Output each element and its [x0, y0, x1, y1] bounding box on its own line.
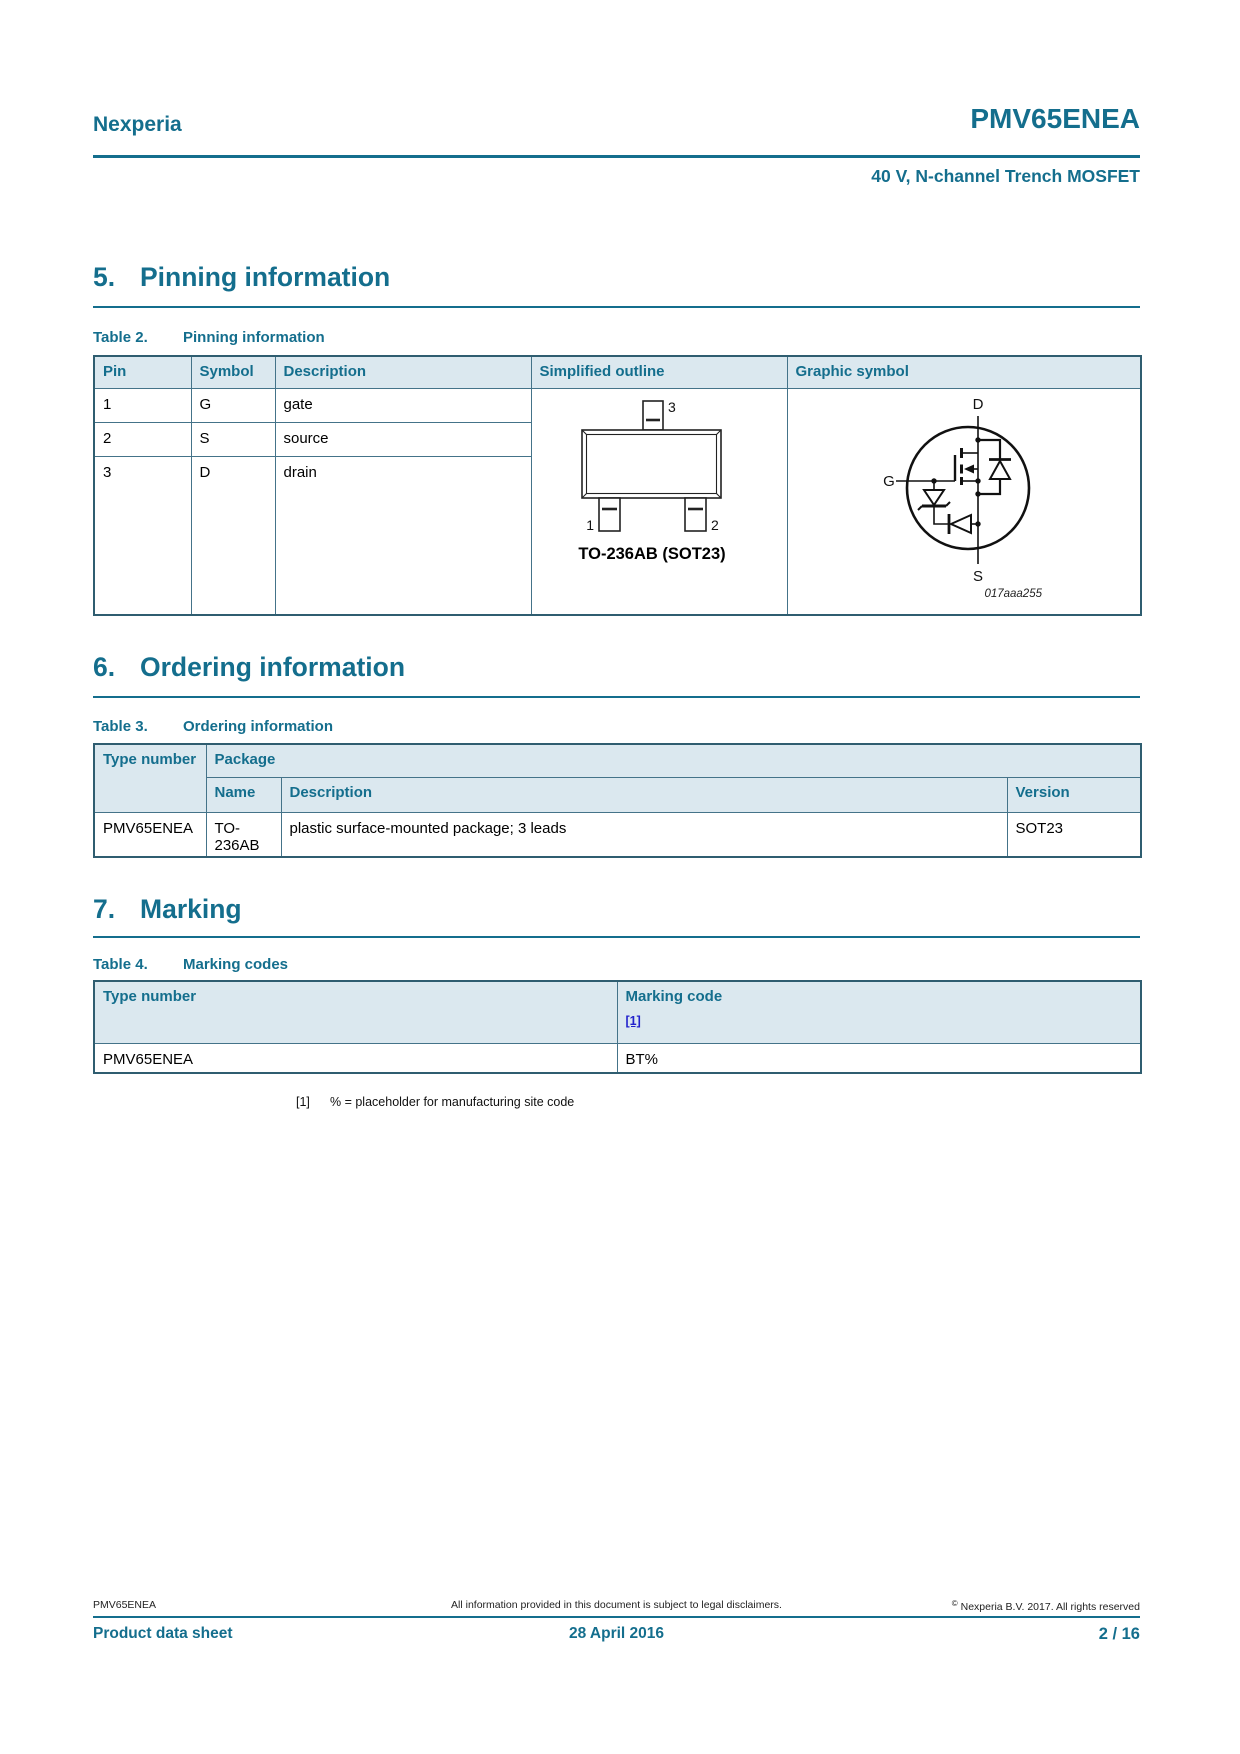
ordering-table: Type number Package Name Description Ver… [93, 743, 1142, 858]
copyright-text: Nexperia B.V. 2017. All rights reserved [960, 1601, 1140, 1613]
footnote-1-link[interactable]: [1] [625, 1014, 641, 1028]
footer-doc-type: Product data sheet [93, 1625, 233, 1642]
symbol-gate-label: G [883, 473, 895, 490]
column-header-symbol-fig: Graphic symbol [786, 355, 1142, 389]
footnote-1: [1] % = placeholder for manufacturing sit… [296, 1095, 574, 1109]
outline-pin1-label: 1 [586, 517, 594, 533]
footer-page-number: 2 / 16 [1098, 1625, 1140, 1643]
page-title: PMV65ENEA [970, 103, 1140, 134]
graphic-symbol-figure: D G S 017aaa255 [786, 387, 1142, 615]
section-rule [93, 306, 1140, 308]
section-title: Pinning information [140, 262, 391, 292]
column-header-version: Version [1006, 776, 1142, 813]
brand-logo-text: Nexperia [93, 113, 182, 136]
section-heading-marking: 7. Marking [93, 894, 242, 925]
column-header-description: Description [274, 355, 532, 389]
marking-code-cell: BT% [616, 1042, 1142, 1074]
version-cell: SOT23 [1006, 811, 1142, 857]
mosfet-symbol-drawing: D G S 017aaa255 [883, 396, 1042, 600]
table-row: PMV65ENEA TO-236AB plastic surface-mount… [93, 811, 1142, 857]
footer-doc-id: PMV65ENEA [93, 1599, 157, 1611]
simplified-outline-figure: 3 1 2 TO-236AB (SOT23) [530, 387, 788, 615]
table3-caption: Table 3. Ordering information [93, 718, 333, 735]
type-number-cell: PMV65ENEA [93, 811, 207, 857]
table-caption-text: Marking codes [183, 956, 289, 973]
symbol-cell: G [190, 387, 276, 424]
type-number-cell: PMV65ENEA [93, 1042, 618, 1074]
symbol-source-label: S [972, 568, 982, 585]
column-header-name: Name [205, 776, 282, 813]
footer-disclaimer-link[interactable]: All information provided in this documen… [93, 1599, 1140, 1611]
column-header-symbol: Symbol [190, 355, 276, 389]
section-number: 7. [93, 894, 116, 924]
symbol-cell: D [190, 455, 276, 616]
pin-cell: 1 [93, 387, 192, 424]
section-number: 5. [93, 262, 116, 292]
footer-copyright: © Nexperia B.V. 2017. All rights reserve… [952, 1599, 1140, 1613]
footer-disclaimer-text[interactable]: All information provided in this documen… [451, 1599, 782, 1611]
table-label: Table 4. [93, 956, 148, 973]
table-label: Table 2. [93, 329, 148, 346]
header-rule [93, 155, 1140, 158]
sot23-outline-drawing: 3 1 2 TO-236AB (SOT23) [578, 399, 725, 563]
package-name-label: TO-236AB (SOT23) [578, 545, 725, 563]
column-header-pin: Pin [93, 355, 192, 389]
section-title: Marking [140, 894, 242, 924]
section-rule [93, 696, 1140, 698]
table-caption-text: Pinning information [183, 329, 325, 346]
section-number: 6. [93, 652, 116, 682]
description-cell: source [274, 422, 532, 457]
marking-code-label: Marking code [625, 988, 723, 1005]
table-row: 3 D drain [93, 455, 1141, 616]
column-header-type-number: Type number [93, 743, 207, 813]
table-caption-text: Ordering information [183, 718, 333, 735]
pin-cell: 3 [93, 455, 192, 616]
description-cell: gate [274, 387, 532, 424]
package-description-cell: plastic surface-mounted package; 3 leads [280, 811, 1008, 857]
symbol-cell: S [190, 422, 276, 457]
table-row: 1 G gate [93, 387, 1142, 615]
column-header-type-number: Type number [93, 980, 618, 1044]
outline-pin2-label: 2 [711, 517, 719, 533]
description-cell: drain [274, 455, 532, 616]
symbol-drain-label: D [972, 396, 983, 413]
figure-id-label: 017aaa255 [984, 588, 1042, 600]
footnote-marker: [1] [296, 1095, 310, 1109]
package-name-cell: TO-236AB [205, 811, 282, 857]
column-header-description: Description [280, 776, 1008, 813]
table-row: PMV65ENEA BT% [93, 1042, 1142, 1074]
section-heading-ordering: 6. Ordering information [93, 652, 405, 683]
section-heading-pinning: 5. Pinning information [93, 262, 390, 293]
table4-caption: Table 4. Marking codes [93, 956, 288, 973]
column-header-marking-code: Marking code [1] [616, 980, 1142, 1044]
marking-table: Type number Marking code [1] PMV65ENEA B… [93, 980, 1142, 1074]
column-header-package: Package [205, 743, 1142, 778]
footer-rule [93, 1616, 1140, 1618]
section-title: Ordering information [140, 652, 405, 682]
table2-caption: Table 2. Pinning information [93, 329, 325, 346]
footer-date: 28 April 2016 [568, 1625, 665, 1642]
table-label: Table 3. [93, 718, 148, 735]
outline-pin3-label: 3 [668, 399, 676, 415]
section-rule [93, 936, 1140, 938]
column-header-outline: Simplified outline [530, 355, 788, 389]
copyright-symbol: © [951, 1599, 958, 1608]
pinning-table: Pin Symbol Description Simplified outlin… [93, 355, 1142, 616]
doc-subtitle: 40 V, N-channel Trench MOSFET [871, 166, 1140, 186]
pin-cell: 2 [93, 422, 192, 457]
footnote-text: % = placeholder for manufacturing site c… [330, 1095, 575, 1109]
